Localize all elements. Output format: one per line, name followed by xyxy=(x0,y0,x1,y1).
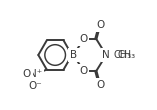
Text: N⁺: N⁺ xyxy=(29,69,42,79)
Text: O: O xyxy=(79,66,87,76)
Text: O: O xyxy=(23,69,31,79)
Text: —: — xyxy=(115,50,124,60)
Text: O⁻: O⁻ xyxy=(29,81,43,91)
Text: CH₃: CH₃ xyxy=(117,50,135,60)
Text: CH₃: CH₃ xyxy=(113,50,132,60)
Text: O: O xyxy=(79,34,87,44)
Text: O: O xyxy=(96,80,104,90)
Text: N: N xyxy=(102,50,110,60)
Text: B: B xyxy=(70,50,77,60)
Text: O: O xyxy=(96,20,104,30)
